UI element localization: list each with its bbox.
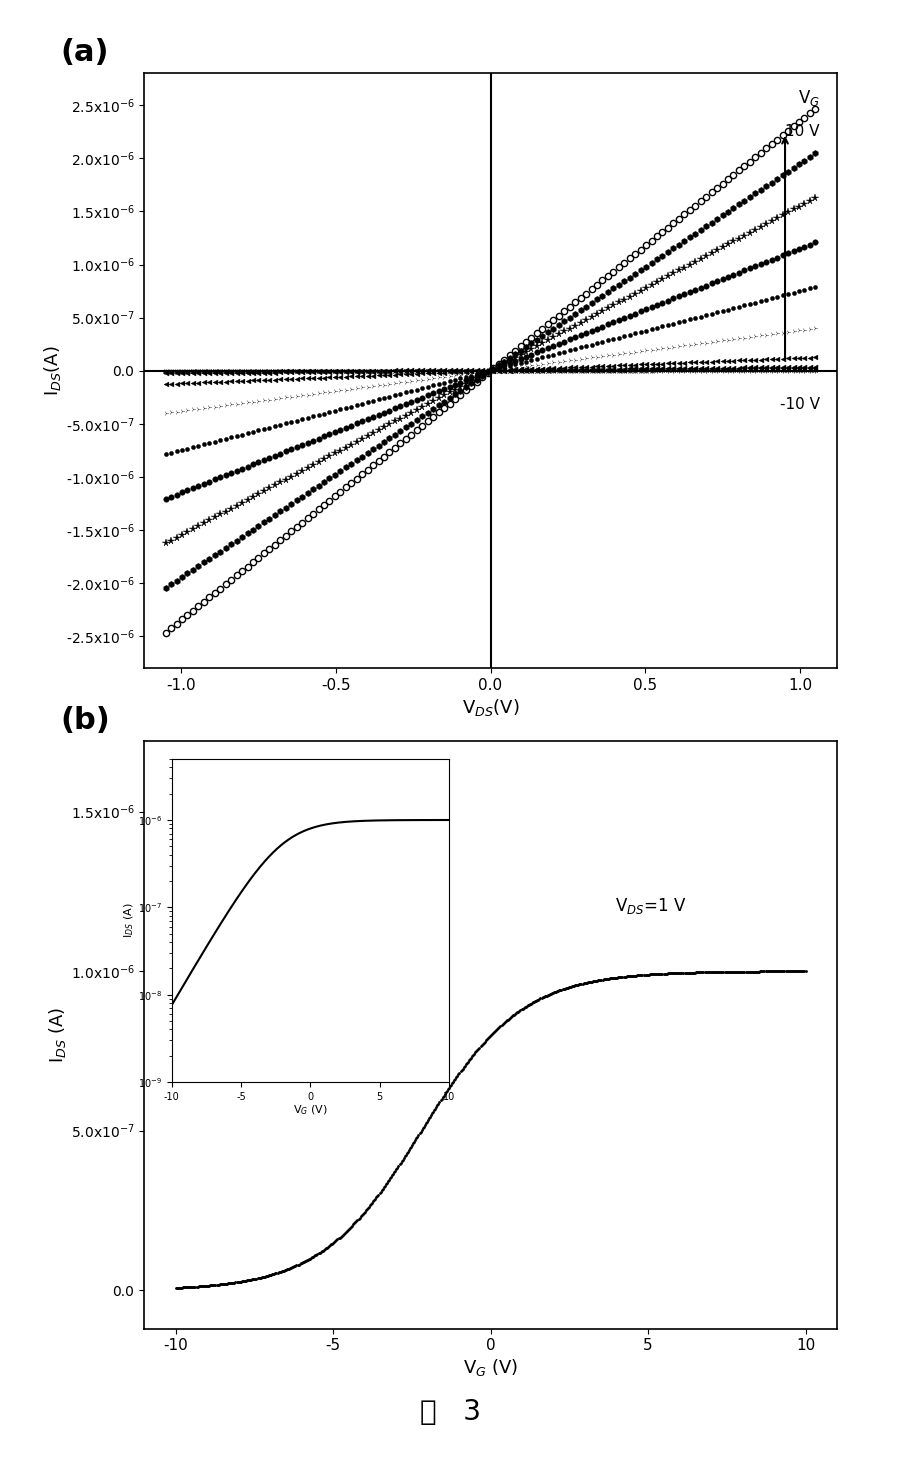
Y-axis label: I$_{DS}$(A): I$_{DS}$(A) (41, 345, 63, 396)
X-axis label: V$_G$ (V): V$_G$ (V) (463, 1358, 518, 1378)
Text: -10 V: -10 V (779, 398, 820, 413)
Text: 10 V: 10 V (785, 123, 820, 139)
Text: V$_G$: V$_G$ (797, 88, 820, 109)
Text: (b): (b) (61, 706, 111, 735)
Text: (a): (a) (61, 38, 109, 66)
Text: V$_{DS}$=1 V: V$_{DS}$=1 V (616, 895, 687, 916)
X-axis label: V$_{DS}$(V): V$_{DS}$(V) (462, 697, 519, 718)
Y-axis label: I$_{DS}$ (A): I$_{DS}$ (A) (47, 1007, 68, 1063)
Text: 图   3: 图 3 (419, 1398, 481, 1427)
